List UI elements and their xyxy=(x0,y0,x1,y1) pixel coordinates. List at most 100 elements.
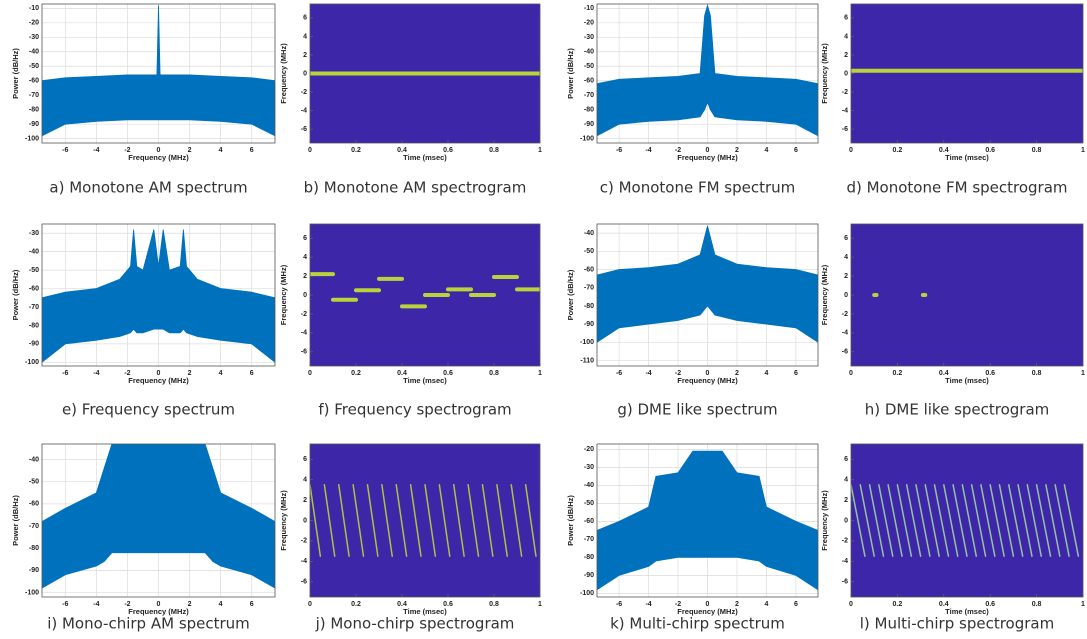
plot-area xyxy=(42,444,275,589)
x-tick-label: 0.8 xyxy=(1032,147,1042,154)
y-tick-label: -2 xyxy=(301,89,307,96)
y-tick-label: -50 xyxy=(29,479,39,486)
spectrum-area xyxy=(597,225,818,343)
x-axis-label: Frequency (MHz) xyxy=(677,607,738,616)
caption: f) Frequency spectrogram xyxy=(318,401,511,419)
y-tick-label: -70 xyxy=(29,523,39,530)
y-tick-label: -10 xyxy=(29,5,39,12)
x-tick-label: 0 xyxy=(849,370,853,377)
y-tick-label: -70 xyxy=(584,92,594,99)
x-tick-label: 0.6 xyxy=(985,147,995,154)
x-tick-label: 0.2 xyxy=(893,370,903,377)
y-tick-label: -50 xyxy=(584,63,594,70)
plot-area xyxy=(597,450,818,591)
spectrogram-trace xyxy=(524,484,537,557)
plot-area xyxy=(42,5,275,137)
spectrogram-trace xyxy=(961,484,978,557)
x-tick-label: 2 xyxy=(188,370,192,377)
x-tick-label: -2 xyxy=(675,370,681,377)
x-tick-label: 0.2 xyxy=(351,370,361,377)
y-tick-label: -20 xyxy=(584,20,594,27)
plot-area xyxy=(597,225,818,343)
x-tick-label: 0.8 xyxy=(1032,370,1042,377)
spectrogram-trace xyxy=(1017,484,1033,557)
y-axis-label: Frequency (MHz) xyxy=(820,264,829,325)
y-axis-label: Frequency (MHz) xyxy=(279,264,288,325)
y-tick-label: 6 xyxy=(303,456,307,463)
x-tick-label: 4 xyxy=(219,370,223,377)
x-tick-label: 4 xyxy=(764,370,768,377)
x-tick-label: -2 xyxy=(124,601,130,608)
y-tick-label: -60 xyxy=(29,285,39,292)
y-tick-label: 4 xyxy=(844,33,848,40)
plot-frame xyxy=(41,223,276,367)
x-axis-label: Time (msec) xyxy=(403,376,447,385)
x-tick-label: 1 xyxy=(1081,601,1085,608)
x-tick-label: 4 xyxy=(219,147,223,154)
x-tick-label: -4 xyxy=(93,370,99,377)
panel: -6 -4 -2 0 2 4 6-100-90-80-70-60-50-40-30-20Fr… xyxy=(566,443,819,633)
x-axis-label: Time (msec) xyxy=(403,607,447,616)
y-tick-label: -100 xyxy=(25,136,39,143)
x-tick-label: 0 xyxy=(308,370,312,377)
spectrogram-trace xyxy=(424,484,437,557)
x-tick-label: 1 xyxy=(538,370,542,377)
y-tick-label: 6 xyxy=(844,456,848,463)
caption: b) Monotone AM spectrogram xyxy=(304,179,527,197)
y-tick-label: -40 xyxy=(584,49,594,56)
x-tick-label: 0 xyxy=(157,601,161,608)
y-axis-label: Power (dB/Hz) xyxy=(566,48,575,99)
plot-area xyxy=(597,4,818,137)
spectrogram-trace xyxy=(453,484,465,557)
x-tick-label: -4 xyxy=(645,147,651,154)
caption: l) Multi-chirp spectrogram xyxy=(860,615,1054,633)
x-tick-label: 1 xyxy=(538,601,542,608)
x-tick-label: 0.8 xyxy=(489,601,499,608)
spectrogram-trace xyxy=(467,484,480,557)
x-tick-label: 2 xyxy=(188,601,192,608)
y-tick-label: -2 xyxy=(301,538,307,545)
spectrogram-trace xyxy=(952,484,968,557)
y-tick-label: -40 xyxy=(29,249,39,256)
spectrogram-trace xyxy=(896,484,913,557)
spectrogram-trace xyxy=(323,484,336,557)
spectrogram-trace xyxy=(989,484,1005,557)
y-tick-label: -50 xyxy=(584,500,594,507)
caption: h) DME like spectrogram xyxy=(865,401,1050,419)
spectrogram-trace xyxy=(381,484,393,557)
y-axis-label: Power (dB/Hz) xyxy=(11,495,20,546)
x-tick-label: 0.6 xyxy=(985,601,995,608)
spectrogram-trace xyxy=(878,484,894,557)
y-tick-label: -6 xyxy=(842,349,848,356)
y-tick-label: -10 xyxy=(584,5,594,12)
plot-frame xyxy=(596,223,819,367)
spectrogram-trace xyxy=(510,484,523,557)
y-tick-label: -80 xyxy=(584,303,594,310)
spectrogram-trace xyxy=(1063,484,1080,557)
y-tick-label: -2 xyxy=(842,89,848,96)
spectrogram-trace xyxy=(1026,484,1042,557)
y-tick-label: -70 xyxy=(29,92,39,99)
spectrogram-trace xyxy=(366,484,379,557)
x-tick-label: 0 xyxy=(706,147,710,154)
y-tick-label: -80 xyxy=(584,554,594,561)
x-tick-label: 0.8 xyxy=(489,147,499,154)
spectrogram-trace xyxy=(1045,484,1061,557)
y-tick-label: -100 xyxy=(25,589,39,596)
y-tick-label: -20 xyxy=(29,20,39,27)
plot-frame xyxy=(309,443,541,598)
spectrogram-trace xyxy=(970,484,987,557)
caption: k) Multi-chirp spectrum xyxy=(610,615,785,633)
x-tick-label: 0.4 xyxy=(939,370,949,377)
x-tick-label: -4 xyxy=(93,147,99,154)
caption: g) DME like spectrum xyxy=(617,401,777,419)
x-tick-label: 6 xyxy=(250,370,254,377)
y-tick-label: -6 xyxy=(301,349,307,356)
y-tick-label: -2 xyxy=(301,311,307,318)
y-tick-label: -4 xyxy=(842,558,848,565)
y-tick-label: -80 xyxy=(29,107,39,114)
spectrogram-trace xyxy=(496,484,508,557)
y-tick-label: -80 xyxy=(584,107,594,114)
y-tick-label: 2 xyxy=(303,497,307,504)
